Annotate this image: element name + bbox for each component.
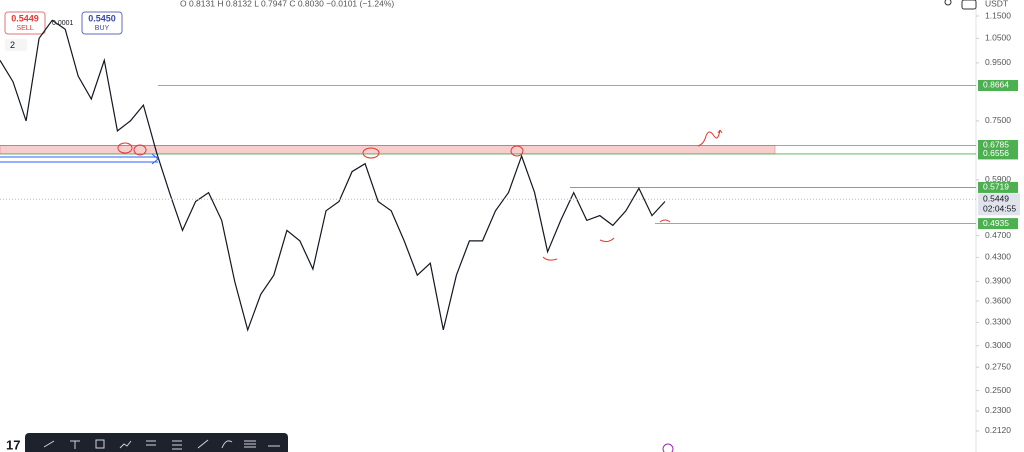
buy-button[interactable]: 0.5450 BUY	[81, 11, 123, 35]
camera-icon[interactable]	[961, 0, 977, 10]
y-tick-label: 0.5900	[985, 174, 1011, 184]
y-tick-label: 1.1500	[985, 10, 1011, 20]
countdown: 02:04:55	[983, 204, 1016, 214]
y-tick-label: 0.2120	[985, 425, 1011, 435]
collapse-box[interactable]	[5, 39, 27, 51]
level-label: 0.6556	[983, 148, 1009, 158]
resistance-zone	[0, 145, 776, 155]
currency[interactable]: USDT	[985, 0, 1008, 8]
toolbar: 17	[6, 433, 288, 452]
level-tag	[978, 181, 1018, 193]
price-line	[0, 19, 666, 332]
y-tick-label: 1.0500	[985, 33, 1011, 43]
level-tag	[978, 218, 1018, 230]
buy-label: BUY	[95, 25, 110, 32]
y-tick-label: 0.2300	[985, 405, 1011, 415]
ohlc: O 0.8131 H 0.8132 L 0.7947 C 0.8030 −0.0…	[180, 0, 394, 8]
y-tick-label: 0.3900	[985, 276, 1011, 286]
event-marker[interactable]	[662, 443, 674, 452]
sell-price: 0.5449	[11, 13, 39, 23]
sell-button[interactable]: 0.5449 SELL	[4, 11, 46, 35]
logo: 17	[6, 437, 20, 452]
level-label: 0.8664	[983, 80, 1009, 90]
level-tag	[978, 148, 1018, 160]
buy-price: 0.5450	[88, 13, 116, 23]
y-tick-label: 0.4300	[985, 252, 1011, 262]
y-tick-label: 0.3000	[985, 340, 1011, 350]
level-label: 0.5719	[983, 182, 1009, 192]
drawings	[117, 129, 723, 261]
y-tick-label: 0.7500	[985, 115, 1011, 125]
y-tick-label: 0.2500	[985, 385, 1011, 395]
alert-icon[interactable]	[944, 0, 952, 6]
level-tag	[978, 139, 1018, 151]
y-tick-label: 0.2750	[985, 361, 1011, 371]
last-price-label: 0.5449	[983, 194, 1009, 204]
level-label: 0.6785	[983, 140, 1009, 150]
last-price-tag	[978, 193, 1020, 216]
level-tag	[978, 79, 1018, 91]
y-tick-label: 0.9500	[985, 57, 1011, 67]
y-tick-label: 0.4700	[985, 230, 1011, 240]
spread: 0.0001	[52, 20, 74, 27]
level-label: 0.4935	[983, 218, 1009, 228]
y-tick-label: 0.3300	[985, 317, 1011, 327]
sell-label: SELL	[16, 25, 33, 32]
plot	[0, 19, 976, 332]
blue-arrow	[0, 153, 159, 165]
y-tick-label: 0.3600	[985, 295, 1011, 305]
position-count: 2	[10, 40, 15, 50]
